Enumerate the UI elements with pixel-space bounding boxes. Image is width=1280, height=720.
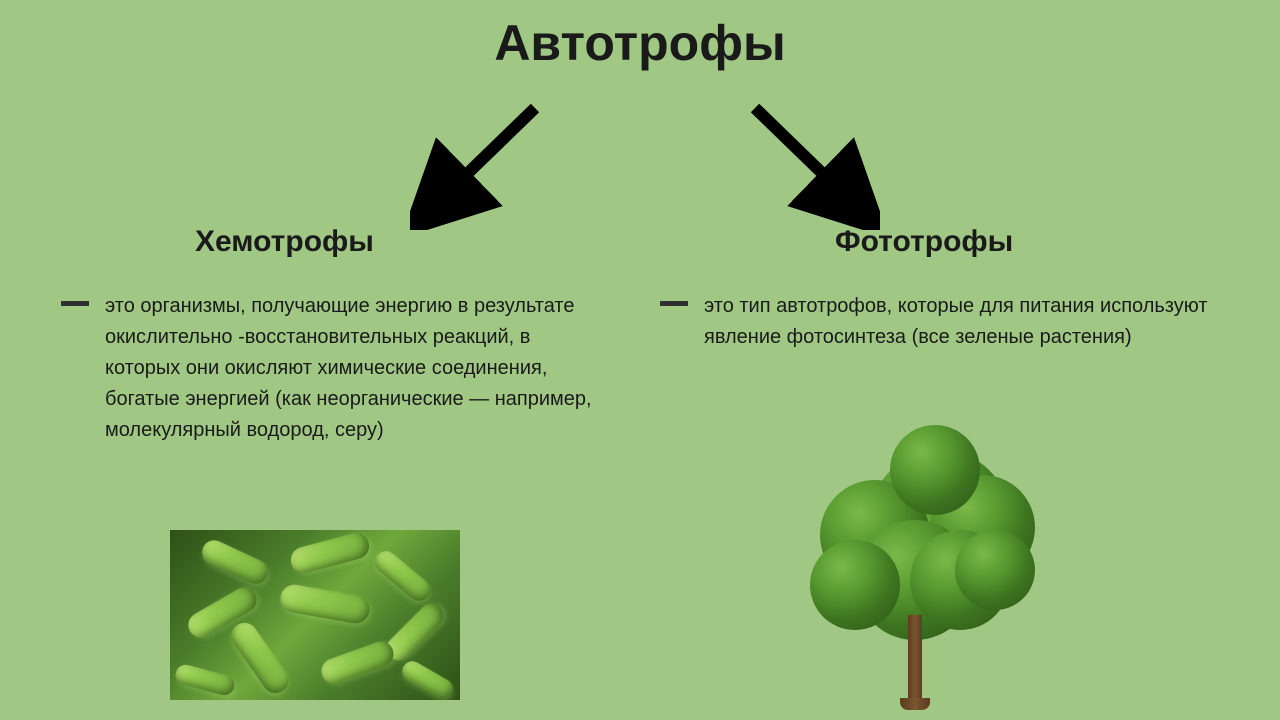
bacterium xyxy=(198,536,272,587)
bacterium xyxy=(371,547,435,606)
bacterium xyxy=(278,582,371,625)
bacterium xyxy=(399,658,457,700)
right-definition-wrap: это тип автотрофов, которые для питания … xyxy=(675,291,1220,353)
bacterium xyxy=(288,530,372,576)
tree-crown xyxy=(800,420,1030,640)
tree-image xyxy=(770,420,1060,720)
foliage-cluster xyxy=(890,425,980,515)
main-title: Автотрофы xyxy=(0,0,1280,72)
bullet-dash xyxy=(660,301,688,306)
left-subtitle: Хемотрофы xyxy=(105,225,610,259)
bacterium xyxy=(226,618,293,698)
foliage-cluster xyxy=(955,530,1035,610)
foliage-cluster xyxy=(810,540,900,630)
right-subtitle: Фототрофы xyxy=(675,225,1220,259)
left-definition: это организмы, получающие энергию в резу… xyxy=(105,291,610,446)
left-branch: Хемотрофы это организмы, получающие энер… xyxy=(0,225,640,446)
right-branch: Фототрофы это тип автотрофов, которые дл… xyxy=(640,225,1280,446)
tree-trunk xyxy=(908,615,922,710)
content-row: Хемотрофы это организмы, получающие энер… xyxy=(0,225,1280,446)
right-definition: это тип автотрофов, которые для питания … xyxy=(704,291,1220,353)
bullet-dash xyxy=(61,301,89,306)
bacterium xyxy=(173,663,236,698)
left-definition-wrap: это организмы, получающие энергию в резу… xyxy=(105,291,610,446)
bacterium xyxy=(318,638,397,687)
bacteria-image xyxy=(170,530,460,700)
